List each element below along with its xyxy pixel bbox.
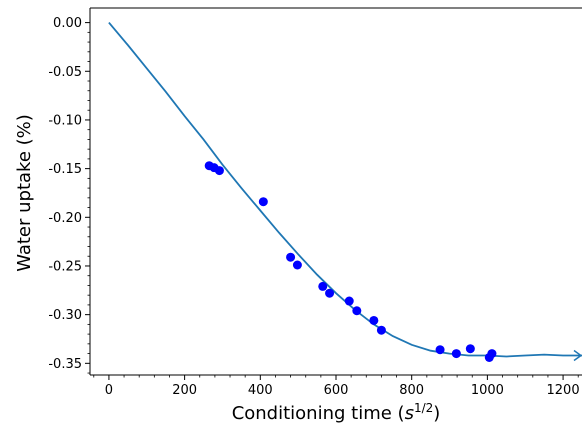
y-tick-label: -0.20 [48, 211, 82, 226]
x-tick-label: 200 [172, 383, 197, 398]
data-point [325, 288, 335, 298]
data-point [435, 345, 445, 355]
data-point [286, 252, 296, 262]
data-point [376, 325, 386, 335]
data-point [451, 349, 461, 359]
y-tick-label: -0.05 [48, 65, 82, 80]
curve-arrowhead [573, 349, 582, 362]
data-point [214, 166, 224, 176]
data-point [487, 349, 497, 359]
y-tick-label: -0.25 [48, 259, 82, 274]
fit-curve-layer [108, 22, 582, 362]
x-tick-label: 800 [399, 383, 424, 398]
data-point [258, 197, 268, 207]
data-point [344, 296, 354, 306]
data-point [292, 260, 302, 270]
data-point [352, 306, 362, 316]
data-points-layer [204, 161, 497, 362]
y-tick-label: -0.35 [48, 357, 82, 372]
data-point [369, 315, 379, 325]
x-tick-label: 1200 [547, 383, 580, 398]
y-axis-title: Water uptake (%) [14, 114, 35, 272]
y-tick-label: -0.15 [48, 162, 82, 177]
plot-area [89, 7, 582, 376]
y-tick-label: -0.10 [48, 113, 82, 128]
ticks-layer: 0 200 400 600 800 1000 1200 0.00 -0.05 -0.10 -0.15… [48, 16, 579, 398]
x-tick-label: 1000 [471, 383, 504, 398]
data-point [318, 281, 328, 291]
data-point [465, 344, 475, 354]
x-axis-title: Conditioning time (s1/2) [232, 401, 441, 424]
x-tick-label: 600 [324, 383, 349, 398]
y-tick-label: -0.30 [48, 308, 82, 323]
fit-curve [108, 22, 582, 358]
x-tick-label: 400 [248, 383, 273, 398]
x-tick-label: 0 [105, 383, 113, 398]
y-tick-label: 0.00 [53, 16, 82, 31]
